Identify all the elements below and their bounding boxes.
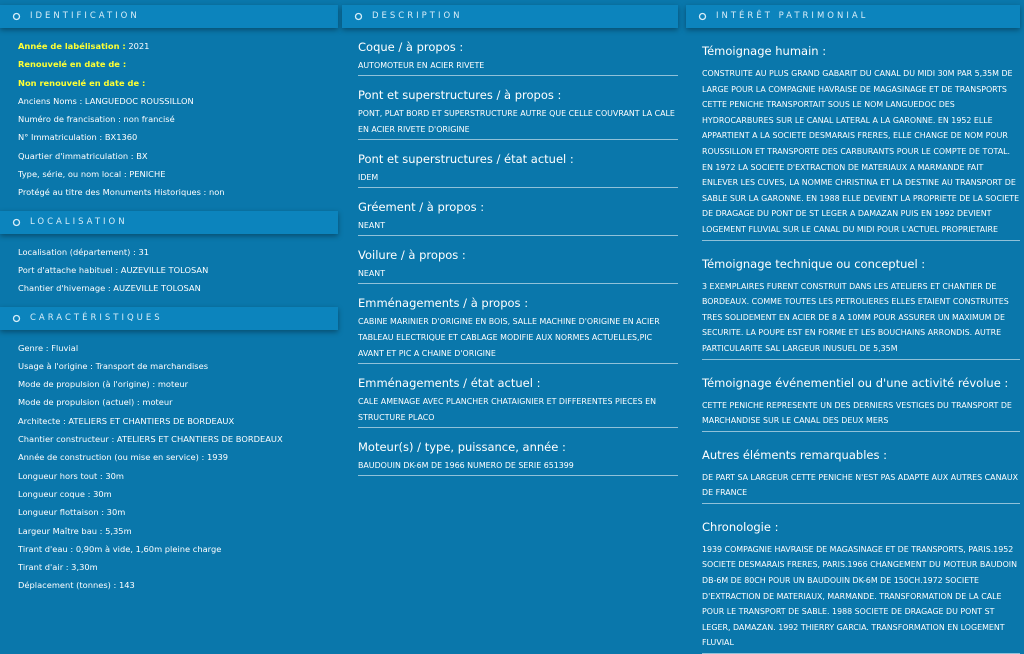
entry-heading: Autres éléments remarquables : xyxy=(702,447,887,462)
info-item: Longueur coque : 30m xyxy=(18,488,112,499)
info-item: Chantier d'hivernage : AUZEVILLE TOLOSAN xyxy=(18,283,201,294)
entry-heading: Pont et superstructures / état actuel : xyxy=(358,152,574,166)
entry: Moteur(s) / type, puissance, année : BAUD… xyxy=(358,439,678,476)
entry-heading: Emménagements / état actuel : xyxy=(358,376,541,390)
section-title: DESCRIPTION xyxy=(372,11,463,21)
item-label: Année de labélisation : xyxy=(18,41,126,51)
info-item: Quartier d'immatriculation : BX xyxy=(18,150,148,161)
entry-text: NEANT xyxy=(358,221,386,230)
entry-text: CETTE PENICHE REPRESENTE UN DES DERNIERS… xyxy=(702,400,1012,426)
column: IDENTIFICATION Année de labélisation : 20… xyxy=(0,5,338,604)
info-item: Tirant d'air : 3,30m xyxy=(18,562,98,573)
info-item: Largeur Maître bau : 5,35m xyxy=(18,525,132,536)
entry: Pont et superstructures / à propos : PONT… xyxy=(358,87,678,140)
item-label: Non renouvelé en date de : xyxy=(18,77,146,88)
section-title: IDENTIFICATION xyxy=(30,11,140,21)
info-item: Port d'attache habituel : AUZEVILLE TOLO… xyxy=(18,264,209,275)
entry-heading: Chronologie : xyxy=(702,519,779,534)
column: DESCRIPTION Coque / à propos : AUTOMOTEUR … xyxy=(342,5,678,476)
entry: Chronologie : 1939 COMPAGNIE HAVRAISE DE … xyxy=(702,519,1020,654)
entry-text: DE PART SA LARGEUR CETTE PENICHE N'EST P… xyxy=(702,472,1019,498)
entry: Pont et superstructures / état actuel : I… xyxy=(358,151,678,188)
info-item: Année de labélisation : 2021 xyxy=(18,37,338,55)
info-item: N° Immatriculation : BX1360 xyxy=(18,132,138,143)
info-item: Anciens Noms : LANGUEDOC ROUSSILLON xyxy=(18,95,194,106)
entry-list: Témoignage humain : CONSTRUITE AU PLUS GR… xyxy=(686,43,1020,654)
entry-list: Coque / à propos : AUTOMOTEUR EN ACIER RI… xyxy=(342,39,678,476)
item-label: Renouvelé en date de : xyxy=(18,59,127,70)
entry: Emménagements / à propos : CABINE MARINIE… xyxy=(358,295,678,364)
info-item: Protégé au titre des Monuments Historiqu… xyxy=(18,187,225,198)
section-header: INTÉRÊT PATRIMONIAL xyxy=(686,5,1020,28)
entry-text: BAUDOUIN DK-6M DE 1966 NUMERO DE SERIE 6… xyxy=(358,461,574,470)
entry-heading: Gréement / à propos : xyxy=(358,200,485,214)
info-item: Longueur flottaison : 30m xyxy=(18,507,126,518)
section-title: CARACTÉRISTIQUES xyxy=(30,312,163,323)
entry: Emménagements / état actuel : CALE AMENAG… xyxy=(358,375,678,428)
info-item: Longueur hors tout : 30m xyxy=(18,470,125,481)
section-title: INTÉRÊT PATRIMONIAL xyxy=(716,11,869,21)
section-header: LOCALISATION xyxy=(0,210,338,234)
info-item: Genre : Fluvial xyxy=(18,342,79,353)
section-header: CARACTÉRISTIQUES xyxy=(0,306,338,330)
entry: Autres éléments remarquables : DE PART SA… xyxy=(702,447,1020,504)
entry-heading: Moteur(s) / type, puissance, année : xyxy=(358,440,566,454)
entry-text: AUTOMOTEUR EN ACIER RIVETE xyxy=(358,61,485,70)
info-item: Déplacement (tonnes) : 143 xyxy=(18,580,135,591)
entry-text: CALE AMENAGE AVEC PLANCHER CHATAIGNIER E… xyxy=(358,397,657,422)
section-title: LOCALISATION xyxy=(30,216,128,227)
entry-heading: Témoignage événementiel ou d'une activit… xyxy=(702,375,1009,390)
info-item: Architecte : ATELIERS ET CHANTIERS DE BO… xyxy=(18,415,235,426)
info-item: Renouvelé en date de : xyxy=(18,55,338,73)
entry: Voilure / à propos : NEANT xyxy=(358,247,678,284)
entry: Gréement / à propos : NEANT xyxy=(358,199,678,236)
item-list: Année de labélisation : 2021 Renouvelé en… xyxy=(0,28,338,211)
entry-text: IDEM xyxy=(358,173,379,182)
info-item: Tirant d'eau : 0,90m à vide, 1,60m plein… xyxy=(18,543,222,554)
entry-text: NEANT xyxy=(358,269,386,278)
info-item: Mode de propulsion (à l'origine) : moteu… xyxy=(18,379,189,390)
info-item: Usage à l'origine : Transport de marchan… xyxy=(18,360,209,371)
info-item: Chantier constructeur : ATELIERS ET CHAN… xyxy=(18,434,283,445)
entry-heading: Emménagements / à propos : xyxy=(358,296,529,310)
entry: Témoignage technique ou conceptuel : 3 EX… xyxy=(702,256,1020,360)
entry-heading: Témoignage technique ou conceptuel : xyxy=(702,256,926,271)
info-item: Type, série, ou nom local : PENICHE xyxy=(18,169,166,180)
entry-heading: Pont et superstructures / à propos : xyxy=(358,88,562,102)
entry-heading: Voilure / à propos : xyxy=(358,248,466,262)
item-list: Genre : Fluvial Usage à l'origine : Trans… xyxy=(0,330,338,604)
entry-text: PONT, PLAT BORD ET SUPERSTRUCTURE AUTRE … xyxy=(358,109,675,134)
entry-heading: Témoignage humain : xyxy=(702,44,827,58)
entry-text: 3 EXEMPLAIRES FURENT CONSTRUIT DANS LES … xyxy=(702,281,1009,353)
info-item: Mode de propulsion (actuel) : moteur xyxy=(18,397,173,408)
entry: Témoignage humain : CONSTRUITE AU PLUS GR… xyxy=(702,43,1020,241)
entry: Témoignage événementiel ou d'une activit… xyxy=(702,375,1020,432)
entry-text: CONSTRUITE AU PLUS GRAND GABARIT DU CANA… xyxy=(702,69,1020,234)
info-item: Non renouvelé en date de : xyxy=(18,74,338,92)
entry-heading: Coque / à propos : xyxy=(358,40,464,54)
section-header: DESCRIPTION xyxy=(342,5,678,28)
section-header: IDENTIFICATION xyxy=(0,5,338,28)
info-item: Numéro de francisation : non francisé xyxy=(18,114,175,125)
info-item: Année de construction (ou mise en servic… xyxy=(18,452,229,463)
entry: Coque / à propos : AUTOMOTEUR EN ACIER RI… xyxy=(358,39,678,76)
entry-text: 1939 COMPAGNIE HAVRAISE DE MAGASINAGE ET… xyxy=(702,544,1018,648)
entry-text: CABINE MARINIER D'ORIGINE EN BOIS, SALLE… xyxy=(358,317,660,358)
column: INTÉRÊT PATRIMONIAL Témoignage humain : CO… xyxy=(686,5,1020,654)
info-item: Localisation (département) : 31 xyxy=(18,246,150,257)
item-value: 2021 xyxy=(128,41,150,51)
item-list: Localisation (département) : 31 Port d'at… xyxy=(0,234,338,307)
